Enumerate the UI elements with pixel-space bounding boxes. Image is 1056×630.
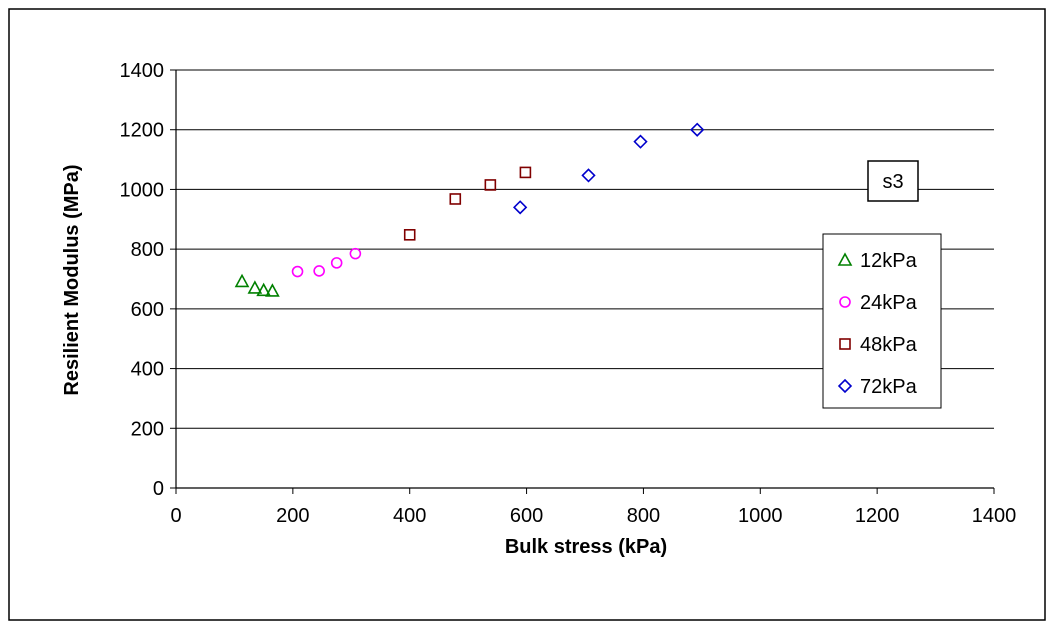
x-tick-labels: 0 200 400 600 800 1000 1200 1400: [170, 488, 1016, 527]
point-72kPa-0: [513, 200, 528, 215]
series-48kPa: [403, 166, 532, 241]
point-72kPa-3: [690, 122, 705, 137]
series-12kPa: [234, 273, 280, 297]
legend-marker-48kPa: [839, 338, 851, 350]
point-48kPa-0: [403, 229, 416, 241]
legend-label-72kPa: 72kPa: [860, 376, 918, 398]
point-12kPa-0: [234, 273, 250, 288]
point-24kPa-3: [349, 247, 362, 260]
legend-label-12kPa: 12kPa: [860, 250, 918, 272]
x-tick-label-0: 0: [170, 505, 181, 527]
legend-label-48kPa: 48kPa: [860, 334, 918, 356]
legend-label-24kPa: 24kPa: [860, 292, 918, 314]
x-tick-label-6: 1200: [855, 505, 900, 527]
x-tick-label-2: 400: [393, 505, 426, 527]
annotation-label: s3: [882, 171, 903, 193]
point-12kPa-3: [265, 283, 280, 297]
data-points: [234, 122, 705, 297]
series-24kPa: [291, 247, 362, 278]
y-tick-labels: 0 200 400 600 800 1000 1200 1400: [120, 60, 176, 500]
x-tick-label-7: 1400: [972, 505, 1017, 527]
legend-item-24kPa: 24kPa: [839, 292, 918, 314]
x-tick-label-1: 200: [276, 505, 309, 527]
y-tick-label-5: 1000: [120, 179, 165, 201]
legend-marker-24kPa: [839, 296, 851, 308]
y-tick-label-3: 600: [131, 299, 164, 321]
legend: 12kPa 24kPa 48kPa 72kPa: [822, 233, 942, 409]
legend-item-48kPa: 48kPa: [839, 334, 918, 356]
point-12kPa-1: [247, 280, 263, 294]
y-axis-title: Resilient Modulus (MPa): [61, 164, 83, 395]
point-24kPa-1: [313, 265, 325, 277]
legend-items: 12kPa 24kPa 48kPa 72kPa: [837, 250, 918, 398]
point-12kPa-2: [256, 282, 271, 297]
annotation-box: s3: [867, 160, 919, 202]
legend-item-12kPa: 12kPa: [837, 250, 918, 272]
legend-frame: [822, 233, 942, 409]
point-48kPa-3: [519, 166, 532, 179]
point-72kPa-1: [581, 168, 596, 183]
axes: [175, 70, 994, 489]
y-tick-label-0: 0: [153, 478, 164, 500]
x-tick-label-5: 1000: [738, 505, 783, 527]
point-24kPa-0: [291, 265, 304, 278]
point-48kPa-1: [449, 193, 462, 205]
x-tick-label-3: 600: [510, 505, 543, 527]
point-48kPa-2: [484, 179, 497, 191]
y-tick-label-2: 400: [131, 359, 164, 381]
annotation-frame: [867, 160, 919, 202]
y-tick-label-7: 1400: [120, 60, 165, 82]
legend-marker-12kPa: [837, 252, 853, 266]
legend-item-72kPa: 72kPa: [837, 376, 918, 398]
x-tick-label-4: 800: [627, 505, 660, 527]
point-24kPa-2: [330, 257, 343, 269]
x-axis-title: Bulk stress (kPa): [505, 536, 667, 558]
y-tick-label-1: 200: [131, 418, 164, 440]
point-72kPa-2: [633, 134, 648, 149]
series-72kPa: [513, 122, 705, 215]
y-tick-label-6: 1200: [120, 120, 165, 142]
legend-marker-72kPa: [837, 378, 853, 394]
y-tick-label-4: 800: [131, 239, 164, 261]
